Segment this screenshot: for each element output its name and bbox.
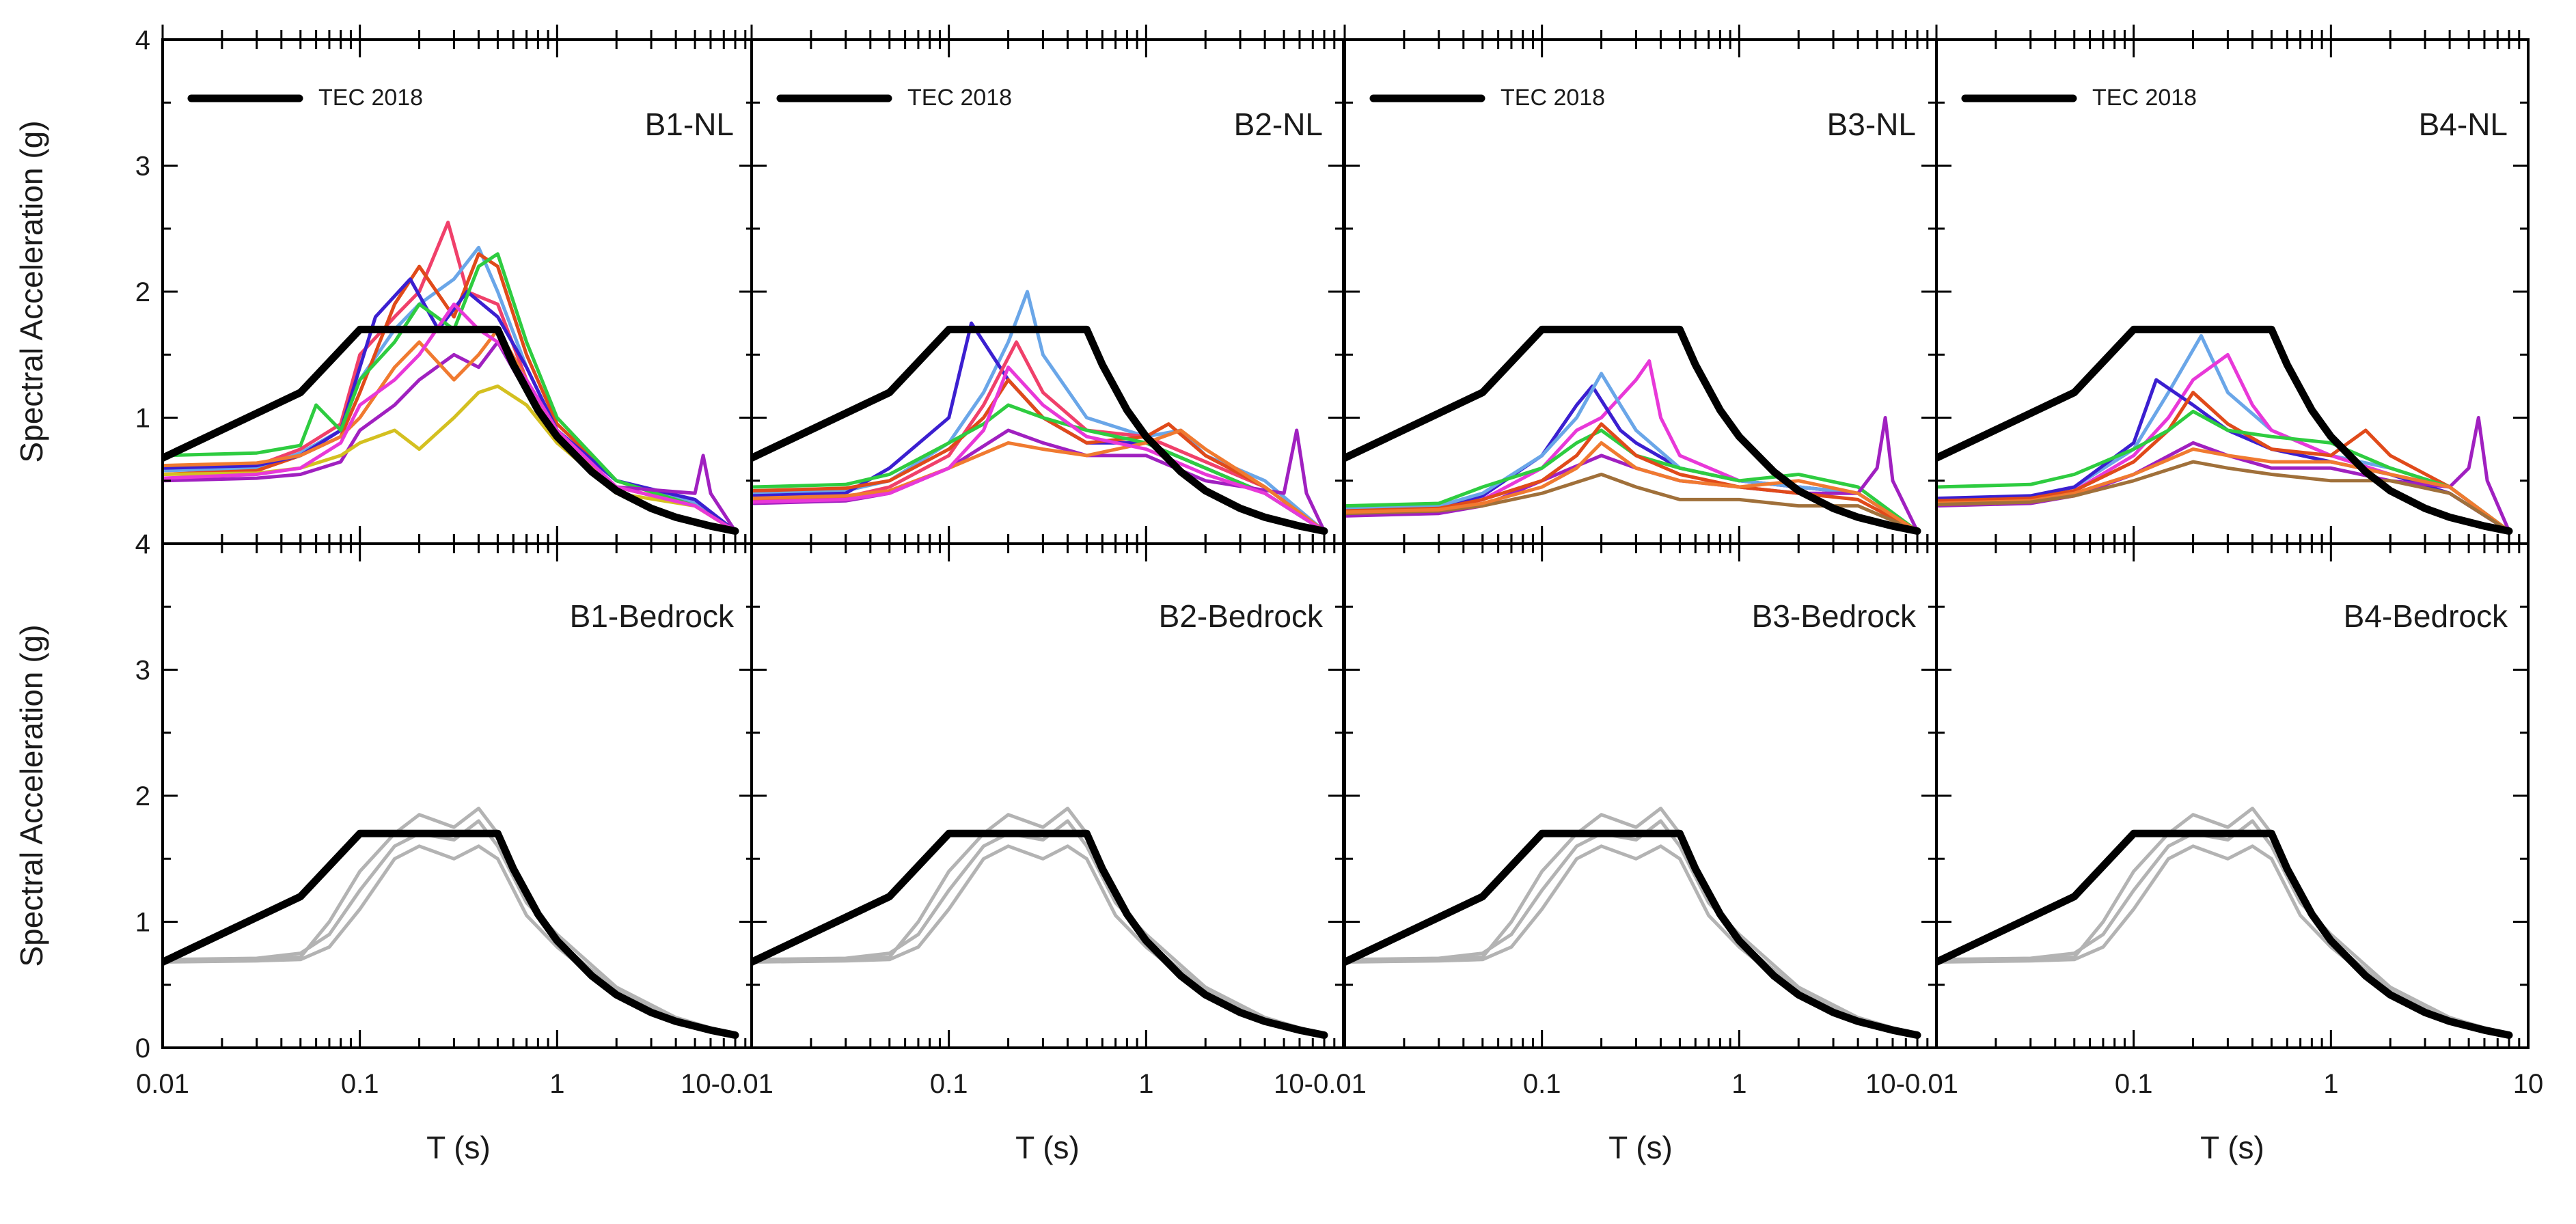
series-line-7 xyxy=(752,428,1326,533)
plot-area xyxy=(163,544,754,1048)
panel-label: B4-NL xyxy=(2419,107,2508,142)
panel-b1-nl: 4 1 2 3 4 Spectral Acceleration (g) B1-NL TEC 2… xyxy=(14,25,756,559)
y-tick-label: 1 xyxy=(135,404,150,434)
panel-label: B2-Bedrock xyxy=(1159,598,1324,634)
plot-area xyxy=(163,40,754,544)
panel-label: B1-NL xyxy=(645,107,734,142)
panel-label: B2-NL xyxy=(1234,107,1323,142)
x-tick-label: 10-0.01 xyxy=(681,1069,773,1099)
x-axis-label: T (s) xyxy=(1608,1130,1673,1165)
x-tick-label: 0.1 xyxy=(341,1069,379,1099)
x-tick-label: 0.01 xyxy=(136,1069,189,1099)
y-tick-label: 4 xyxy=(135,529,150,559)
series-group xyxy=(1345,807,1921,1039)
panel-b2-bedrock: 10-0.01 0.1 1 T (s) B2-Bedrock xyxy=(681,529,1345,1165)
plot-area xyxy=(1345,40,1936,544)
series-line-5 xyxy=(752,403,1326,533)
x-axis-label: T (s) xyxy=(426,1130,491,1165)
series-group xyxy=(1936,807,2513,1039)
panel-b2-nl: B2-NL TEC 2018 xyxy=(750,25,1345,545)
y-tick-label: 4 xyxy=(135,25,150,55)
series-group xyxy=(163,221,739,535)
y-tick-label: 3 xyxy=(135,656,150,686)
x-axis-label: T (s) xyxy=(1015,1130,1080,1165)
design-spectrum-line xyxy=(1936,325,2513,535)
panel-grid: 4 1 2 3 4 Spectral Acceleration (g) B1-NL TEC 2… xyxy=(14,25,2543,1165)
x-tick-label: 1 xyxy=(1731,1069,1746,1099)
series-line-8 xyxy=(752,365,1326,533)
legend-label: TEC 2018 xyxy=(1501,85,1605,111)
series-line-3 xyxy=(1345,819,1919,1037)
series-line-7 xyxy=(1936,447,2511,533)
x-tick-label: 1 xyxy=(549,1069,564,1099)
x-axis-label: T (s) xyxy=(2200,1130,2264,1165)
design-spectrum-line xyxy=(1345,325,1921,535)
series-group xyxy=(1345,325,1921,535)
panel-label: B1-Bedrock xyxy=(570,598,735,634)
design-spectrum-line xyxy=(752,325,1328,535)
series-line-5 xyxy=(163,252,737,533)
plot-area xyxy=(1936,544,2528,1048)
series-line-8 xyxy=(1345,441,1919,533)
series-line-8 xyxy=(1936,460,2511,533)
plot-area xyxy=(752,40,1343,544)
legend-label: TEC 2018 xyxy=(907,85,1012,111)
y-tick-label: 0 xyxy=(135,1033,150,1063)
y-tick-label: 2 xyxy=(135,781,150,811)
design-spectrum-line xyxy=(752,829,1328,1039)
x-tick-label: 1 xyxy=(2323,1069,2338,1099)
panel-b3-bedrock: 10-0.01 0.1 1 T (s) B3-Bedrock xyxy=(1274,529,1938,1165)
series-line-5 xyxy=(1936,409,2511,533)
panel-b1-bedrock: 0 1 2 3 4 Spectral Acceleration (g) 0.01 0.1 1 T … xyxy=(14,529,756,1165)
y-tick-label: 3 xyxy=(135,152,150,182)
x-tick-label: 10-0.01 xyxy=(1865,1069,1958,1099)
panel-b4-nl: B4-NL TEC 2018 xyxy=(1935,25,2530,545)
x-tick-label: 0.1 xyxy=(2115,1069,2153,1099)
y-axis-label: Spectral Acceleration (g) xyxy=(14,120,49,462)
x-tick-label: 0.1 xyxy=(1523,1069,1561,1099)
plot-area xyxy=(1345,544,1936,1048)
panel-b3-nl: B3-NL TEC 2018 xyxy=(1343,25,1938,545)
series-line-6 xyxy=(163,340,737,533)
panel-label: B3-NL xyxy=(1827,107,1916,142)
design-spectrum-line xyxy=(163,325,739,535)
series-group xyxy=(163,807,739,1039)
y-tick-label: 2 xyxy=(135,277,150,307)
series-group xyxy=(1936,325,2513,535)
series-line-3 xyxy=(1936,819,2511,1037)
plot-area xyxy=(752,544,1343,1048)
legend-label: TEC 2018 xyxy=(2092,85,2197,111)
series-line-4 xyxy=(1936,391,2511,533)
series-line-3 xyxy=(752,340,1326,533)
design-spectrum-line xyxy=(1936,829,2513,1039)
series-line-3 xyxy=(752,819,1326,1037)
y-tick-label: 4 xyxy=(135,529,150,559)
series-group xyxy=(752,807,1328,1039)
design-spectrum-line xyxy=(163,829,739,1039)
x-tick-label: 1 xyxy=(1138,1069,1153,1099)
panel-b4-bedrock: 10-0.01 0.1 1 10 T (s) B4-Bedrock xyxy=(1865,529,2543,1165)
x-tick-label: 0.1 xyxy=(930,1069,968,1099)
design-spectrum-line xyxy=(1345,829,1921,1039)
panel-label: B4-Bedrock xyxy=(2344,598,2508,634)
x-tick-label: 10 xyxy=(2513,1069,2544,1099)
series-line-9 xyxy=(163,302,737,533)
legend-label: TEC 2018 xyxy=(318,85,423,111)
x-tick-label: 10-0.01 xyxy=(1274,1069,1367,1099)
plot-area xyxy=(1936,40,2528,544)
series-group xyxy=(752,290,1328,535)
series-line-3 xyxy=(163,819,737,1037)
y-axis-label: Spectral Acceleration (g) xyxy=(14,624,49,966)
panel-label: B3-Bedrock xyxy=(1752,598,1917,634)
series-line-7 xyxy=(1345,473,1919,533)
series-line-4 xyxy=(1345,428,1919,533)
y-tick-label: 1 xyxy=(135,908,150,938)
